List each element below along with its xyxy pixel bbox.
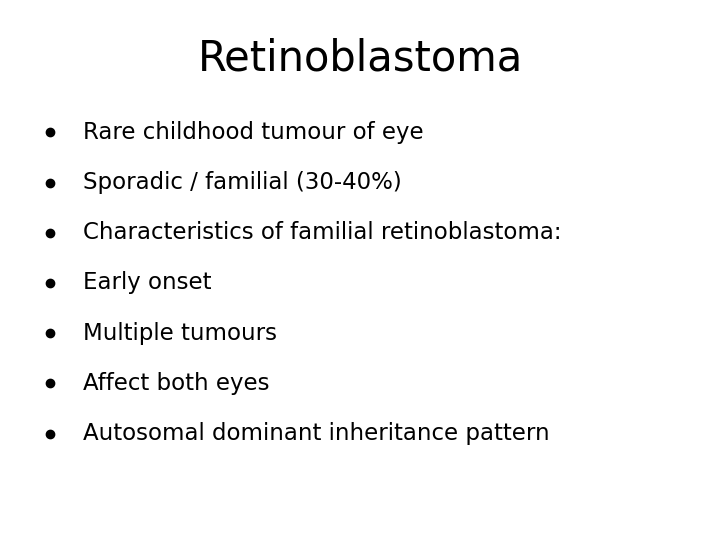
Text: Early onset: Early onset (83, 272, 211, 294)
Text: Affect both eyes: Affect both eyes (83, 372, 269, 395)
Text: Multiple tumours: Multiple tumours (83, 322, 276, 345)
Text: Characteristics of familial retinoblastoma:: Characteristics of familial retinoblasto… (83, 221, 562, 244)
Text: Retinoblastoma: Retinoblastoma (197, 38, 523, 80)
Text: Rare childhood tumour of eye: Rare childhood tumour of eye (83, 121, 423, 144)
Text: Sporadic / familial (30-40%): Sporadic / familial (30-40%) (83, 171, 402, 194)
Text: Autosomal dominant inheritance pattern: Autosomal dominant inheritance pattern (83, 422, 549, 445)
